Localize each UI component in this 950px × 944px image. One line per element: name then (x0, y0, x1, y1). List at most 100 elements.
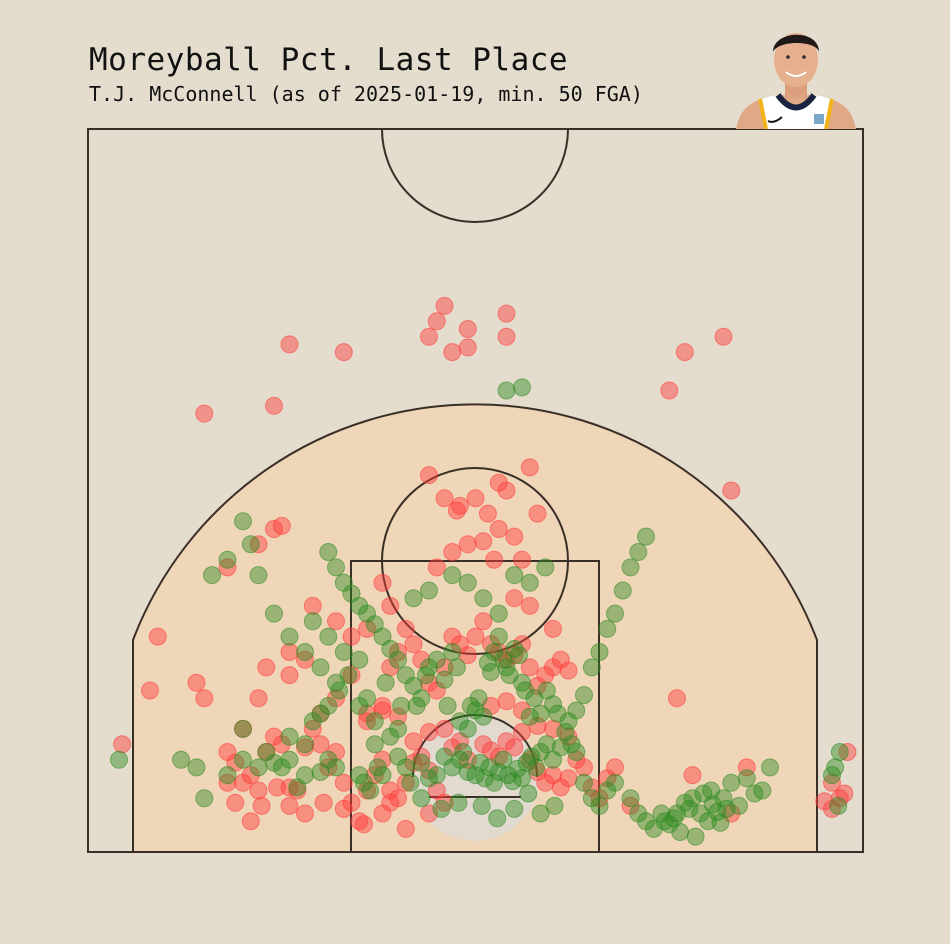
missed-shot-point (497, 304, 516, 323)
missed-shot-point (280, 335, 299, 354)
made-shot-point (241, 535, 260, 554)
center-circle (381, 128, 569, 223)
missed-shot-point (404, 732, 423, 751)
missed-shot-point (373, 573, 392, 592)
made-shot-point (280, 627, 299, 646)
made-shot-point (110, 750, 128, 769)
made-shot-point (567, 743, 586, 761)
made-shot-point (509, 646, 528, 665)
made-shot-point (537, 735, 556, 754)
made-shot-point (551, 738, 570, 757)
made-shot-point (420, 658, 438, 677)
missed-shot-point (544, 658, 562, 677)
made-shot-point (272, 758, 291, 777)
made-shot-point (575, 773, 593, 792)
missed-shot-point (505, 589, 524, 608)
missed-shot-point (447, 501, 466, 520)
missed-shot-point (435, 719, 454, 738)
made-shot-point (598, 781, 617, 800)
made-shot-point (172, 750, 190, 769)
made-shot-point (458, 573, 477, 592)
missed-shot-point (218, 558, 237, 577)
made-shot-point (826, 758, 845, 777)
made-shot-point (435, 670, 454, 689)
made-shot-point (296, 643, 314, 661)
chart-title: Moreyball Pct. Last Place (89, 42, 569, 78)
missed-shot-point (489, 520, 508, 538)
missed-shot-point (195, 404, 214, 423)
made-shot-point (319, 750, 338, 769)
made-shot-point (714, 789, 733, 808)
made-shot-point (590, 796, 609, 815)
made-shot-point (203, 566, 221, 585)
missed-shot-point (559, 769, 578, 788)
missed-shot-point (420, 723, 438, 741)
missed-shot-point (497, 327, 516, 346)
made-shot-point (327, 558, 345, 577)
made-shot-point (680, 799, 699, 818)
made-shot-point (420, 581, 438, 600)
missed-shot-point (489, 473, 508, 492)
made-shot-point (319, 543, 338, 561)
made-shot-point (517, 753, 536, 772)
made-shot-point (621, 789, 640, 808)
missed-shot-point (303, 596, 322, 615)
made-shot-point (376, 673, 395, 692)
made-shot-point (257, 743, 276, 761)
made-shot-point (472, 796, 491, 815)
made-shot-point (443, 566, 462, 585)
made-shot-point (508, 759, 527, 778)
made-shot-point (303, 712, 322, 731)
made-shot-point (187, 758, 206, 777)
made-shot-point (373, 766, 392, 785)
made-shot-point (427, 766, 446, 785)
missed-shot-point (280, 666, 299, 685)
missed-shot-point (513, 723, 531, 741)
missed-shot-point (241, 766, 260, 785)
made-shot-point (499, 766, 518, 785)
made-shot-point (722, 773, 741, 792)
made-shot-point (671, 823, 690, 841)
made-shot-point (365, 735, 384, 754)
missed-shot-point (113, 735, 132, 754)
missed-shot-point (668, 689, 686, 708)
made-shot-point (249, 758, 268, 777)
missed-shot-point (458, 535, 477, 554)
made-shot-point (303, 612, 322, 631)
court-lines (87, 128, 864, 853)
made-shot-point (590, 643, 609, 661)
missed-shot-point (381, 781, 400, 800)
made-shot-point (582, 658, 601, 677)
made-shot-point (458, 719, 477, 738)
made-shot-point (296, 735, 314, 754)
missed-shot-point (838, 743, 857, 761)
missed-shot-point (621, 796, 640, 815)
made-shot-point (474, 707, 493, 726)
missed-shot-point (458, 646, 477, 665)
made-shot-point (234, 750, 252, 769)
missed-shot-point (373, 701, 392, 720)
missed-shot-point (478, 504, 497, 523)
missed-shot-point (559, 661, 578, 680)
missed-shot-point (396, 773, 415, 792)
missed-shot-point (268, 778, 287, 797)
made-shot-point (234, 719, 252, 738)
missed-shot-point (296, 650, 314, 669)
missed-shot-point (412, 747, 431, 766)
made-shot-point (296, 766, 314, 785)
made-shot-point (432, 799, 451, 818)
missed-shot-point (226, 793, 245, 812)
made-shot-point (195, 789, 214, 808)
made-shot-point (389, 650, 407, 669)
made-shot-point (327, 673, 345, 692)
missed-shot-point (458, 320, 477, 338)
missed-shot-point (590, 789, 609, 808)
missed-shot-point (141, 681, 159, 700)
missed-shot-point (195, 689, 214, 708)
missed-shot-point (443, 343, 462, 362)
made-shot-point (505, 639, 524, 658)
made-shot-point (516, 681, 535, 700)
missed-shot-point (606, 758, 624, 777)
made-shot-point (686, 827, 705, 846)
